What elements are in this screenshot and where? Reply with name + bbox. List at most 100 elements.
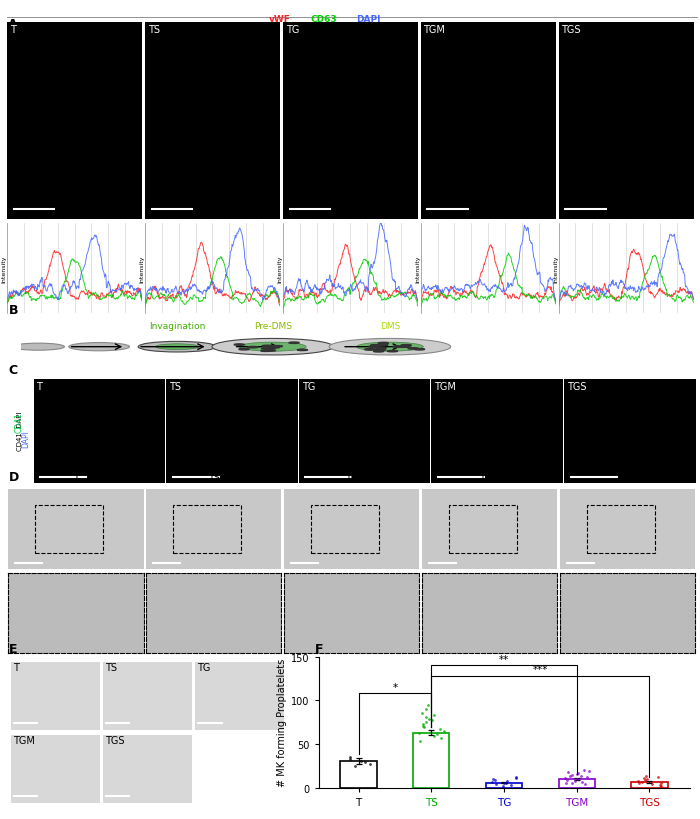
Point (356, 754, 367, 767)
Point (575, 769, 587, 782)
Text: TS: TS (208, 473, 220, 482)
Point (655, 780, 666, 793)
Point (349, 759, 360, 772)
Point (422, 699, 433, 712)
Bar (413, 733, 449, 788)
Point (359, 756, 370, 769)
Point (559, 771, 570, 785)
Point (582, 771, 593, 784)
Text: D: D (8, 470, 19, 483)
Text: E: E (8, 642, 17, 655)
Point (640, 770, 651, 783)
Point (491, 778, 502, 791)
Circle shape (234, 345, 244, 346)
Circle shape (400, 346, 410, 348)
Text: TGS: TGS (618, 473, 637, 482)
Point (563, 766, 574, 779)
Bar (631, 782, 668, 788)
Text: TG: TG (302, 382, 315, 391)
Point (566, 768, 578, 781)
Text: TGM: TGM (424, 25, 445, 35)
Circle shape (248, 347, 258, 348)
Text: B: B (8, 303, 18, 316)
Circle shape (414, 349, 425, 351)
Point (579, 778, 590, 791)
Point (641, 772, 652, 785)
Text: F: F (315, 642, 323, 655)
Point (435, 723, 446, 736)
Text: Pre-DMS: Pre-DMS (253, 322, 292, 331)
Point (573, 767, 584, 780)
Text: CD63: CD63 (311, 15, 337, 24)
Point (487, 772, 498, 785)
Point (566, 777, 578, 790)
Point (500, 776, 512, 790)
Text: DMS: DMS (379, 322, 400, 331)
Point (638, 771, 649, 785)
Text: *: * (392, 681, 398, 692)
Point (416, 706, 428, 719)
Circle shape (408, 348, 419, 350)
Text: CD41  DAPI: CD41 DAPI (17, 411, 22, 450)
Circle shape (377, 345, 388, 346)
Point (417, 717, 428, 731)
Point (578, 764, 589, 777)
Point (428, 708, 440, 722)
Text: TS: TS (169, 382, 181, 391)
Bar (559, 779, 595, 788)
Point (501, 774, 512, 787)
Text: DAPI: DAPI (22, 430, 30, 448)
Circle shape (329, 339, 451, 355)
Text: A: A (8, 18, 18, 31)
Point (510, 771, 522, 784)
Text: TG: TG (345, 473, 358, 482)
Point (571, 772, 582, 785)
Bar (174, 505, 241, 554)
Circle shape (260, 351, 271, 352)
Text: T: T (36, 382, 42, 391)
Point (572, 767, 583, 781)
Point (583, 765, 594, 778)
Point (418, 721, 429, 734)
Point (506, 779, 517, 792)
Text: Intensity: Intensity (415, 255, 420, 283)
Point (438, 725, 449, 738)
Text: TS: TS (105, 662, 117, 672)
Text: C: C (8, 364, 18, 377)
Text: TGM: TGM (434, 382, 456, 391)
Point (561, 773, 573, 786)
Text: TS: TS (148, 25, 160, 35)
Point (435, 731, 447, 744)
Circle shape (393, 346, 403, 348)
Bar (340, 761, 377, 788)
Bar (449, 505, 517, 554)
Bar (312, 505, 379, 554)
Circle shape (401, 345, 412, 346)
Point (633, 776, 644, 790)
Point (486, 776, 498, 789)
Text: T: T (73, 473, 79, 482)
Text: TG: TG (197, 662, 210, 672)
Text: Intensity: Intensity (139, 255, 144, 283)
Circle shape (298, 350, 307, 351)
Point (576, 776, 587, 789)
Point (570, 774, 581, 787)
Circle shape (373, 351, 384, 352)
Circle shape (387, 351, 398, 352)
Point (420, 703, 431, 716)
Point (426, 714, 438, 727)
Circle shape (13, 344, 64, 351)
Point (647, 778, 658, 791)
Circle shape (289, 342, 300, 344)
Circle shape (365, 349, 375, 351)
Text: T: T (10, 25, 15, 35)
Point (561, 776, 572, 790)
Point (344, 753, 355, 766)
Circle shape (370, 347, 380, 348)
Text: TGS: TGS (105, 735, 125, 744)
Point (421, 716, 432, 729)
Text: CD41: CD41 (15, 412, 23, 433)
Point (654, 779, 666, 792)
Point (499, 777, 510, 790)
Text: Intensity: Intensity (277, 255, 282, 283)
